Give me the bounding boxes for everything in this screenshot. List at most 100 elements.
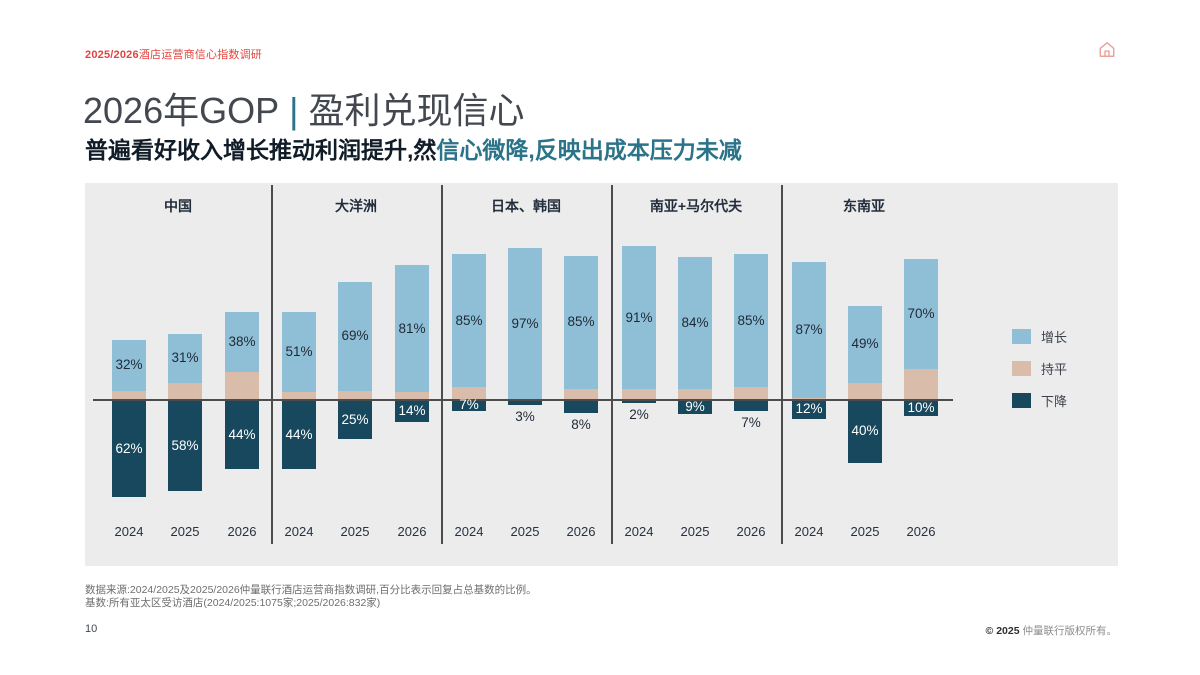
group-label: 中国 [164,198,192,214]
bar-up-segment [112,340,146,391]
bar-up-label: 84% [681,315,709,331]
eyebrow-years: 2025/2026 [85,49,139,61]
group-divider [611,185,613,544]
bar-down-segment [848,400,882,463]
bar-flat-segment [338,390,372,400]
bar-down-segment [168,400,202,492]
bar-flat-segment [395,392,429,400]
home-icon[interactable] [1097,40,1117,59]
page-title: 2026年GOP | 盈利兑现信心 [83,82,524,134]
bar-year-label: 2026 [227,524,257,539]
bar-down-segment [734,400,768,411]
bar-down-label: 7% [459,397,479,413]
bar-up-segment [848,305,882,383]
bar-down-label: 25% [341,411,369,427]
copyright-mark: © [985,625,994,637]
page-subtitle: 普遍看好收入增长推动利润提升,然信心微降,反映出成本压力未减 [85,131,742,165]
page-title-right: 盈利兑现信心 [308,90,525,131]
bar-up-label: 81% [398,320,426,336]
group-label: 东南亚 [843,198,885,214]
bar-flat-segment [282,392,316,400]
bar-year-label: 2025 [340,524,370,539]
legend-swatch-flat [1012,361,1031,376]
group-divider [781,185,783,544]
group-label: 南亚+马尔代夫 [649,198,743,214]
bar-up-segment [168,334,202,383]
copyright: © 2025 仲量联行版权所有。 [986,623,1117,638]
bar-up-label: 91% [625,309,653,325]
title-separator: | [289,90,299,131]
bar-down-segment [282,400,316,470]
bar-up-segment [678,257,712,389]
bar-down-label: 14% [398,402,426,418]
legend-label-flat: 持平 [1041,362,1068,377]
bar-up-label: 49% [851,336,879,352]
legend-label-up: 增长 [1041,330,1068,345]
bar-down-label: 2% [629,407,649,423]
group-divider [271,185,273,544]
bar-up-label: 85% [455,312,483,328]
subtitle-teal: 信心微降,反映出成本压力未减 [436,137,742,163]
bar-flat-segment [112,390,146,400]
bar-down-segment [508,400,542,405]
footnote-source: 数据来源:2024/2025及2025/2026仲量联行酒店运营商指数调研,百分… [85,584,537,596]
legend-item-down: 下降 [1012,391,1067,410]
bar-up-segment [904,258,938,369]
bar-down-segment [225,400,259,470]
bar-up-segment [338,282,372,391]
group-label: 日本、韩国 [491,198,561,214]
bar-down-segment [112,400,146,498]
bar-year-label: 2026 [397,524,427,539]
bar-down-label: 8% [571,416,591,432]
bar-up-label: 87% [795,322,823,338]
bar-up-label: 85% [737,312,765,328]
bar-flat-segment [168,382,202,400]
bar-down-label: 12% [795,401,823,417]
bar-up-label: 51% [285,344,313,360]
subtitle-dark: 普遍看好收入增长推动利润提升,然 [85,137,437,163]
bar-flat-segment [452,387,486,400]
bar-down-label: 9% [685,399,705,415]
bar-flat-segment [848,382,882,400]
bar-down-segment [452,400,486,411]
page-number: 10 [85,623,98,635]
legend-swatch-down [1012,393,1031,408]
bar-year-label: 2024 [114,524,144,539]
bar-down-label: 10% [907,399,935,415]
bar-flat-segment [904,368,938,400]
bar-down-label: 3% [515,408,535,424]
bar-up-segment [282,312,316,393]
bar-year-label: 2024 [794,524,824,539]
bar-up-label: 69% [341,328,369,344]
footnote-base: 基数:所有亚太区受访酒店(2024/2025:1075家;2025/2026:8… [85,597,381,609]
chart-panel: 增长 持平 下降 中国 32% 62% 2024 31% 58% 2025 38% 44% 2026 大… [85,183,1118,566]
bar-up-label: 70% [907,305,935,321]
bar-year-label: 2024 [284,524,314,539]
bar-year-label: 2025 [170,524,200,539]
bar-down-label: 7% [741,414,761,430]
bar-up-label: 85% [567,314,595,330]
bar-down-label: 40% [851,423,879,439]
bar-down-segment [792,400,826,419]
bar-year-label: 2026 [566,524,596,539]
bar-year-label: 2024 [454,524,484,539]
bar-up-segment [225,312,259,372]
bar-up-label: 97% [511,315,539,331]
bar-up-segment [452,253,486,388]
group-divider [441,185,443,544]
bar-year-label: 2025 [510,524,540,539]
bar-up-label: 32% [115,357,143,373]
bar-flat-segment [678,389,712,400]
page-title-left: 2026年GOP [83,90,280,131]
bar-down-label: 44% [285,426,313,442]
bar-down-segment [338,400,372,440]
bar-down-label: 58% [171,437,199,453]
legend-item-up: 增长 [1012,327,1067,346]
bar-down-segment [395,400,429,422]
zero-axis-line [93,399,953,401]
bar-year-label: 2024 [624,524,654,539]
bar-up-label: 38% [228,333,256,349]
bar-flat-segment [225,371,259,400]
bar-flat-segment [622,389,656,400]
